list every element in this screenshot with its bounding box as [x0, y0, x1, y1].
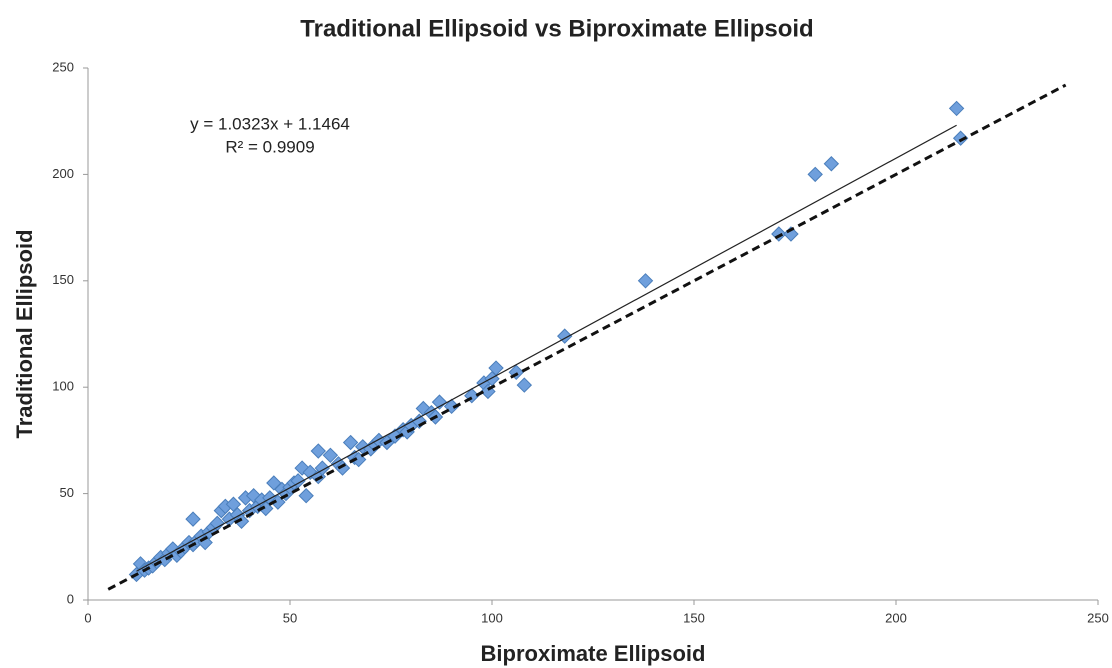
point — [948, 100, 965, 117]
y-tick-label: 100 — [52, 379, 74, 394]
point — [185, 511, 201, 527]
point — [952, 130, 969, 146]
y-tick-label: 150 — [52, 272, 74, 287]
y-tick-label: 250 — [52, 59, 74, 74]
y-axis-title: Traditional Ellipsoid — [12, 229, 37, 438]
point — [233, 513, 250, 529]
point — [334, 460, 351, 476]
r-squared: R² = 0.9909 — [225, 137, 314, 156]
y-tick-label: 0 — [67, 591, 74, 606]
x-tick-label: 200 — [885, 610, 907, 625]
point — [310, 443, 326, 459]
trend-line — [136, 124, 957, 572]
point — [807, 166, 823, 183]
x-tick-label: 0 — [84, 610, 91, 625]
point — [322, 447, 339, 464]
point — [431, 394, 448, 410]
x-axis-title: Biproximate Ellipsoid — [481, 641, 706, 666]
x-tick-label: 100 — [481, 610, 503, 625]
point — [637, 273, 654, 289]
y-tick-label: 200 — [52, 166, 74, 181]
point — [823, 156, 840, 172]
point — [298, 488, 314, 504]
point — [516, 377, 533, 393]
reference-line — [107, 83, 1067, 591]
chart-title: Traditional Ellipsoid vs Biproximate Ell… — [300, 15, 813, 42]
point — [342, 434, 359, 451]
x-tick-label: 250 — [1087, 610, 1109, 625]
x-tick-label: 50 — [283, 610, 297, 625]
equation: y = 1.0323x + 1.1464 — [190, 114, 350, 133]
x-tick-label: 150 — [683, 610, 705, 625]
y-tick-label: 50 — [60, 485, 74, 500]
